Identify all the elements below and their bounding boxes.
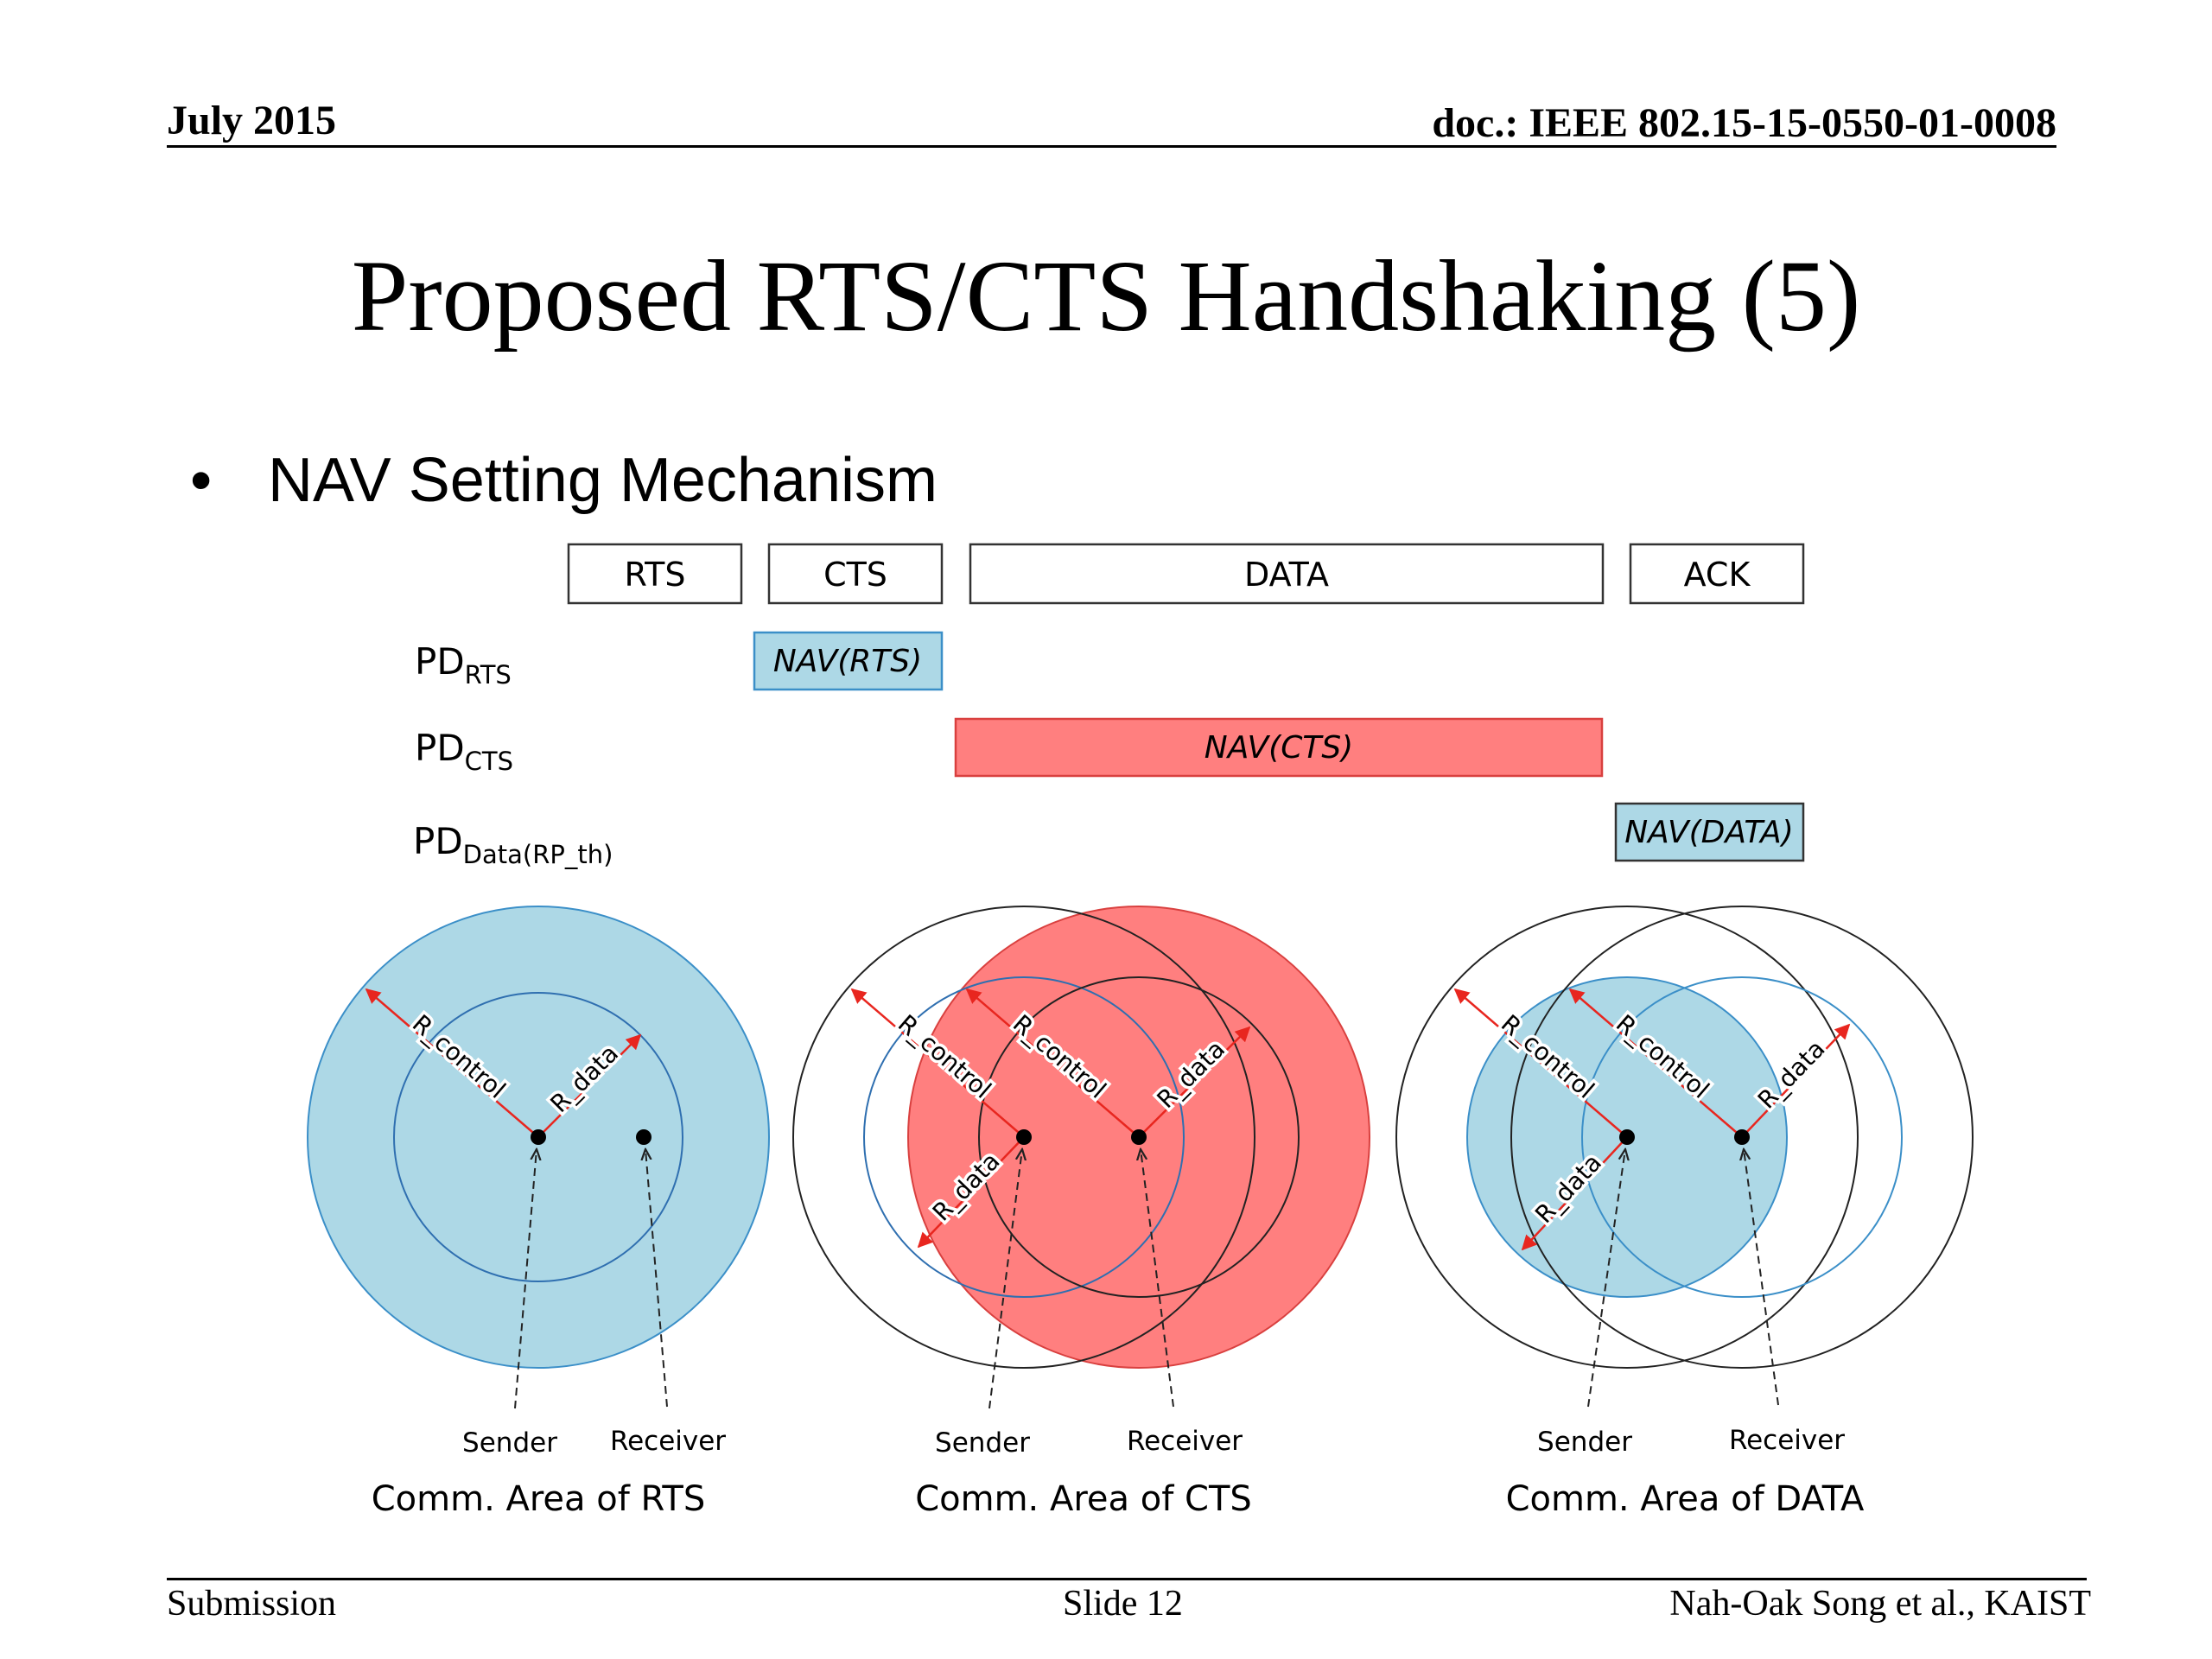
- data-receiver-dot: [1734, 1129, 1750, 1145]
- footer-slide-number: Slide 12: [1063, 1584, 1183, 1624]
- data-caption: Comm. Area of DATA: [1506, 1479, 1865, 1519]
- data-sender-pointer: [1587, 1149, 1625, 1408]
- frame-data-box: [969, 543, 1605, 605]
- cts-sender-dot: [1016, 1129, 1032, 1145]
- data-receiver-control-circle: [1510, 906, 1974, 1369]
- frame-sequence: RTS CTS DATA ACK: [567, 543, 1805, 605]
- frame-rts-box: [567, 543, 743, 605]
- rts-receiver-dot: [636, 1129, 652, 1145]
- data-receiver-label: Receiver: [1729, 1425, 1845, 1456]
- cts-sender-r-data-arrow: [917, 1136, 1025, 1249]
- data-sender-r-data-arrow: [1521, 1136, 1628, 1251]
- frame-cts-label: CTS: [823, 556, 887, 594]
- comm-area-cts-panel: R_control R_data R_control R_data Sender…: [792, 906, 1370, 1519]
- header-doc-id: doc.: IEEE 802.15-15-0550-01-0008: [1432, 100, 2056, 146]
- frame-rts-label: RTS: [625, 556, 686, 594]
- rts-sender-dot: [531, 1129, 546, 1145]
- pd-cts-label: PDCTS: [415, 727, 513, 776]
- rts-data-range-circle: [393, 992, 683, 1282]
- rts-caption: Comm. Area of RTS: [372, 1479, 706, 1519]
- footer-rule: [167, 1578, 2087, 1580]
- bullet-text: NAV Setting Mechanism: [268, 446, 938, 515]
- nav-cts-bar: [954, 717, 1604, 778]
- cts-sender-label: Sender: [935, 1427, 1030, 1459]
- cts-receiver-data-circle: [978, 976, 1300, 1298]
- nav-rts-bar: [753, 631, 944, 691]
- header-rule: [167, 145, 2056, 148]
- comm-area-data-panel: R_control R_data R_control R_data Sender…: [1395, 906, 1974, 1519]
- rts-r-data-arrow: [537, 1033, 642, 1138]
- cts-sender-r-control-arrow: [850, 988, 1025, 1138]
- data-receiver-r-control-arrow: [1568, 988, 1743, 1138]
- rts-receiver-pointer: [645, 1149, 668, 1408]
- cts-receiver-label: Receiver: [1127, 1426, 1243, 1457]
- cts-receiver-pointer: [1141, 1149, 1174, 1408]
- rts-receiver-label: Receiver: [610, 1426, 726, 1457]
- rts-r-control-arrow: [365, 988, 539, 1138]
- footer-left: Submission: [167, 1584, 337, 1624]
- cts-receiver-r-control-arrow: [965, 988, 1140, 1138]
- nav-data-bar: [1614, 802, 1805, 862]
- data-sender-control-circle: [1395, 906, 1859, 1369]
- pd-rts-label: PDRTS: [415, 640, 512, 690]
- pd-data-label: PDData(RP_th): [413, 820, 613, 869]
- footer-right: Nah-Oak Song et al., KAIST: [1669, 1584, 2091, 1624]
- data-sender-label: Sender: [1537, 1427, 1632, 1458]
- cts-sender-control-circle: [792, 906, 1255, 1369]
- cts-receiver-dot: [1131, 1129, 1147, 1145]
- nav-data-label: NAV(DATA): [1624, 815, 1794, 850]
- data-receiver-r-data-arrow: [1741, 1023, 1851, 1138]
- header-date: July 2015: [167, 98, 337, 143]
- nav-rts-label: NAV(RTS): [773, 644, 922, 679]
- cts-receiver-r-data-arrow: [1138, 1026, 1251, 1138]
- data-receiver-pointer: [1744, 1149, 1779, 1406]
- data-sender-r-control-arrow: [1453, 988, 1628, 1138]
- cts-caption: Comm. Area of CTS: [915, 1479, 1252, 1519]
- rts-sender-label: Sender: [462, 1427, 557, 1459]
- comm-area-rts-panel: R_control R_data Sender Receiver Comm. A…: [307, 906, 770, 1519]
- nav-cts-label: NAV(CTS): [1205, 730, 1353, 766]
- frame-ack-label: ACK: [1684, 556, 1751, 594]
- bullet-item: • NAV Setting Mechanism: [190, 445, 938, 516]
- frame-ack-box: [1629, 543, 1805, 605]
- rts-sender-pointer: [514, 1149, 537, 1409]
- data-receiver-data-circle: [1581, 976, 1903, 1298]
- cts-sender-pointer: [988, 1149, 1022, 1409]
- bullet-marker: •: [190, 446, 213, 515]
- slide-title: Proposed RTS/CTS Handshaking (5): [351, 239, 1861, 353]
- data-sender-dot: [1619, 1129, 1635, 1145]
- frame-data-label: DATA: [1244, 556, 1329, 594]
- cts-sender-data-circle: [863, 976, 1185, 1298]
- frame-cts-box: [767, 543, 944, 605]
